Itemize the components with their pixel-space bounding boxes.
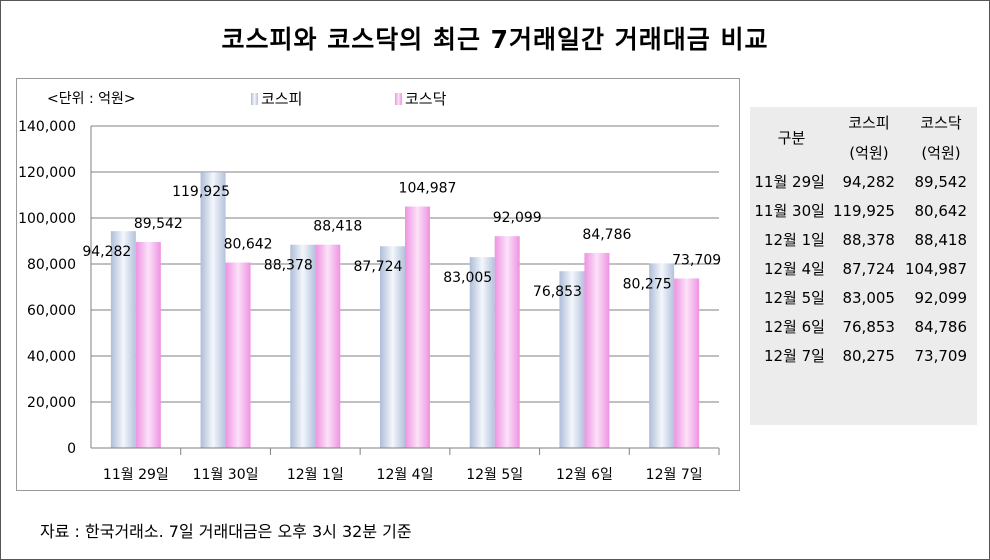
table-cell-date: 11월 29일 [754, 173, 825, 191]
value-label-kosdaq: 73,709 [672, 252, 721, 268]
table-row: 12월 4일 87,724 104,987 [750, 254, 977, 283]
value-label-kospi: 94,282 [82, 244, 131, 260]
y-tick-label: 140,000 [18, 119, 76, 135]
page-title: 코스피와 코스닥의 최근 7거래일간 거래대금 비교 [221, 25, 769, 54]
y-tick-label: 40,000 [27, 349, 76, 365]
bar-kospi [469, 257, 495, 448]
bar-kosdaq [584, 252, 610, 448]
table-cell-kospi: 87,724 [842, 259, 895, 278]
table-cell-kospi: 83,005 [842, 288, 895, 307]
bar-kosdaq [225, 262, 251, 448]
bar-kosdaq [315, 244, 341, 448]
table-cell-kospi: 94,282 [842, 172, 895, 191]
table-cell-kosdaq: 89,542 [914, 172, 968, 191]
bar-kospi [649, 263, 675, 448]
unit-label: <단위 : 억원> [47, 91, 136, 107]
bar-kospi [290, 244, 316, 448]
table-header-kosdaq-unit: (억원) [921, 143, 961, 162]
bar-kosdaq [494, 236, 520, 448]
bar-kosdaq [405, 206, 430, 448]
value-label-kosdaq: 92,099 [493, 210, 542, 226]
table-cell-date: 12월 5일 [763, 289, 825, 307]
bar-chart: <단위 : 억원> 코스피 코스닥 0 20,000 40,000 60,000 80,0… [16, 78, 740, 491]
x-tick-label: 12월 1일 [287, 467, 344, 483]
bar-kospi [110, 231, 136, 448]
table-row: 12월 7일 80,275 73,709 [750, 341, 977, 370]
bar-kospi [200, 172, 226, 449]
table-cell-date: 11월 30일 [754, 202, 825, 220]
x-tick-label: 12월 4일 [377, 467, 434, 483]
bar-kospi [380, 246, 405, 448]
table-cell-kosdaq: 73,709 [914, 346, 968, 365]
table-row: 12월 1일 88,378 88,418 [750, 225, 977, 254]
table-row: 12월 6일 76,853 84,786 [750, 312, 977, 341]
legend-swatch-kospi [251, 93, 258, 105]
table-header-kospi: 코스피 [848, 113, 890, 132]
table-cell-kospi: 80,275 [842, 346, 895, 365]
value-label-kospi: 119,925 [172, 184, 230, 200]
x-tick-label: 12월 5일 [466, 467, 523, 483]
y-tick-label: 0 [67, 441, 76, 457]
value-label-kospi: 83,005 [443, 270, 492, 286]
value-label-kosdaq: 89,542 [134, 216, 183, 232]
value-label-kospi: 80,275 [623, 276, 672, 292]
table-row: 12월 5일 83,005 92,099 [750, 283, 977, 312]
bar-kosdaq [135, 242, 161, 448]
table-header-kospi-unit: (억원) [849, 143, 889, 162]
table-cell-date: 12월 6일 [763, 318, 825, 336]
value-label-kosdaq: 88,418 [313, 219, 362, 235]
legend-label-kosdaq: 코스닥 [405, 90, 447, 108]
value-label-kospi: 87,724 [354, 259, 403, 275]
table-cell-kosdaq: 92,099 [914, 288, 968, 307]
table-cell-kospi: 119,925 [832, 201, 895, 220]
x-tick-label: 11월 30일 [193, 467, 259, 483]
table-row: 11월 30일 119,925 80,642 [750, 196, 977, 225]
table-cell-date: 12월 7일 [763, 347, 825, 365]
table-cell-date: 12월 1일 [763, 231, 825, 249]
data-table: 구분 코스피 코스닥 (억원) (억원) 11월 29일 94,282 89,542… [750, 107, 977, 370]
y-tick-label: 60,000 [27, 303, 76, 319]
legend-label-kospi: 코스피 [261, 90, 302, 108]
value-label-kospi: 76,853 [533, 284, 582, 300]
bar-kosdaq [674, 278, 700, 448]
table-header-category: 구분 [777, 128, 806, 147]
value-label-kospi: 88,378 [264, 258, 313, 274]
value-label-kosdaq: 84,786 [582, 227, 631, 243]
table-cell-kosdaq: 84,786 [914, 317, 968, 336]
table-cell-kosdaq: 80,642 [914, 201, 968, 220]
x-tick-label: 11월 29일 [103, 467, 169, 483]
chart-legend: 코스피 코스닥 [251, 90, 447, 108]
table-cell-kosdaq: 104,987 [904, 259, 967, 278]
chart-svg: <단위 : 억원> 코스피 코스닥 0 20,000 40,000 60,000 80,0… [18, 90, 721, 483]
y-tick-label: 80,000 [27, 257, 76, 273]
x-tick-label: 12월 6일 [556, 467, 613, 483]
table-cell-kospi: 88,378 [842, 230, 895, 249]
legend-swatch-kosdaq [395, 93, 402, 105]
y-tick-label: 120,000 [18, 165, 76, 181]
table-cell-kosdaq: 88,418 [914, 230, 968, 249]
bar-kospi [559, 271, 585, 448]
source-note: 자료 : 한국거래소. 7일 거래대금은 오후 3시 32분 기준 [40, 522, 412, 541]
chart-x-axis: 11월 29일 11월 30일 12월 1일 12월 4일 12월 5일 12월 6일 12… [91, 447, 720, 483]
table-row: 11월 29일 94,282 89,542 [750, 167, 977, 196]
y-tick-label: 100,000 [18, 211, 76, 227]
table-cell-date: 12월 4일 [763, 260, 825, 278]
table-cell-kospi: 76,853 [842, 317, 895, 336]
y-tick-label: 20,000 [27, 395, 76, 411]
chart-bars [110, 172, 700, 449]
data-table-panel: 구분 코스피 코스닥 (억원) (억원) 11월 29일 94,282 89,542… [750, 107, 977, 425]
x-tick-label: 12월 7일 [646, 467, 703, 483]
table-header-kosdaq: 코스닥 [920, 113, 962, 132]
value-label-kosdaq: 104,987 [399, 181, 457, 197]
value-label-kosdaq: 80,642 [224, 237, 273, 253]
